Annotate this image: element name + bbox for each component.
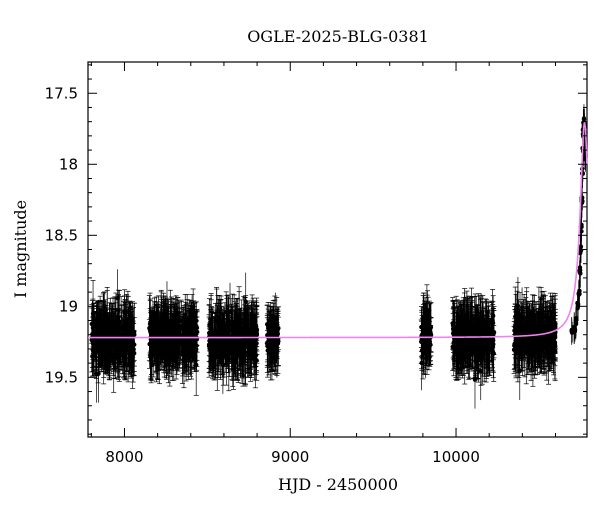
data-point bbox=[230, 319, 235, 325]
data-point bbox=[213, 348, 218, 353]
data-point bbox=[272, 337, 278, 342]
data-point bbox=[94, 331, 99, 336]
data-point bbox=[90, 311, 96, 316]
data-point bbox=[162, 331, 167, 336]
data-point bbox=[250, 332, 255, 338]
data-point bbox=[236, 331, 242, 336]
season-group bbox=[264, 292, 281, 381]
data-point bbox=[100, 320, 105, 326]
data-point bbox=[168, 329, 174, 334]
data-point bbox=[184, 341, 190, 347]
data-point bbox=[223, 348, 229, 353]
data-point bbox=[243, 299, 248, 304]
data-point bbox=[113, 337, 119, 342]
data-point bbox=[268, 347, 273, 353]
data-point bbox=[192, 324, 197, 330]
data-point bbox=[157, 350, 162, 355]
data-point bbox=[103, 322, 109, 328]
season-group bbox=[450, 287, 497, 409]
data-point bbox=[245, 341, 250, 347]
data-point bbox=[118, 347, 124, 353]
data-point bbox=[149, 338, 154, 343]
data-point bbox=[275, 331, 281, 337]
data-point bbox=[220, 362, 226, 368]
data-point bbox=[122, 326, 127, 331]
data-point bbox=[190, 314, 196, 319]
data-point bbox=[161, 352, 167, 357]
data-point bbox=[125, 321, 131, 327]
data-point bbox=[268, 331, 273, 336]
data-point bbox=[97, 333, 102, 338]
data-point bbox=[189, 328, 195, 334]
data-point bbox=[240, 354, 245, 360]
data-point bbox=[227, 341, 233, 346]
data-point bbox=[102, 344, 108, 350]
season-group bbox=[418, 284, 434, 391]
season-group bbox=[146, 281, 200, 396]
data-point bbox=[175, 314, 181, 319]
data-point bbox=[115, 295, 120, 301]
data-point bbox=[236, 338, 241, 343]
data-point bbox=[423, 348, 428, 353]
data-point bbox=[419, 360, 424, 366]
data-point bbox=[171, 331, 177, 337]
data-point bbox=[467, 362, 472, 367]
data-point bbox=[129, 342, 134, 348]
data-point bbox=[157, 329, 163, 334]
data-point bbox=[421, 317, 427, 323]
data-point bbox=[123, 331, 128, 337]
chart-title: OGLE-2025-BLG-0381 bbox=[247, 27, 429, 46]
data-point bbox=[247, 353, 252, 358]
data-point bbox=[153, 341, 159, 347]
data-point bbox=[117, 343, 122, 348]
data-point bbox=[273, 317, 278, 323]
season-group bbox=[206, 272, 260, 394]
data-point bbox=[239, 347, 244, 352]
data-point bbox=[180, 325, 185, 331]
data-point bbox=[177, 342, 182, 347]
data-point bbox=[127, 348, 133, 354]
data-point bbox=[265, 343, 270, 349]
data-point bbox=[207, 322, 212, 327]
season-group bbox=[89, 269, 137, 403]
data-point bbox=[274, 348, 280, 353]
data-layer bbox=[89, 104, 588, 409]
data-point bbox=[147, 328, 153, 333]
data-point bbox=[188, 320, 193, 325]
data-point bbox=[276, 339, 281, 344]
data-point bbox=[164, 308, 170, 313]
data-point bbox=[114, 330, 119, 335]
data-point bbox=[107, 321, 112, 326]
data-point bbox=[225, 328, 231, 334]
data-point bbox=[182, 349, 187, 355]
data-point bbox=[229, 352, 235, 357]
plot-frame bbox=[87, 61, 588, 438]
data-point bbox=[96, 371, 101, 376]
data-point bbox=[241, 333, 246, 338]
data-point bbox=[227, 309, 233, 315]
data-point bbox=[217, 325, 222, 330]
data-point bbox=[109, 344, 114, 350]
data-point bbox=[90, 331, 95, 337]
data-point bbox=[159, 321, 164, 326]
data-point bbox=[423, 326, 429, 331]
data-point bbox=[173, 321, 178, 327]
data-point bbox=[194, 318, 199, 323]
data-point bbox=[209, 329, 214, 334]
data-point bbox=[218, 329, 224, 334]
data-point bbox=[246, 346, 252, 351]
data-point bbox=[116, 321, 121, 326]
data-point bbox=[171, 353, 176, 359]
data-point bbox=[219, 341, 225, 346]
